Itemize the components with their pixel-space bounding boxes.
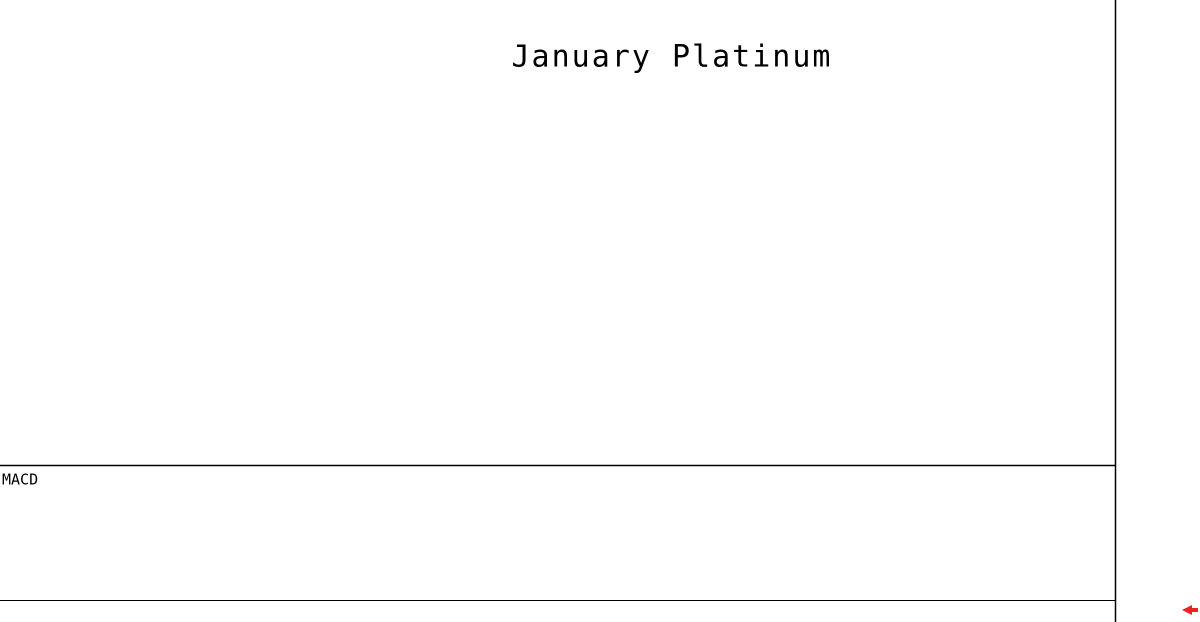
macd-title: MACD (2, 471, 38, 489)
text-layer: January Platinum MACD (2, 40, 833, 489)
scroll-arrow[interactable] (1182, 605, 1198, 615)
chart-title: January Platinum (512, 40, 833, 75)
